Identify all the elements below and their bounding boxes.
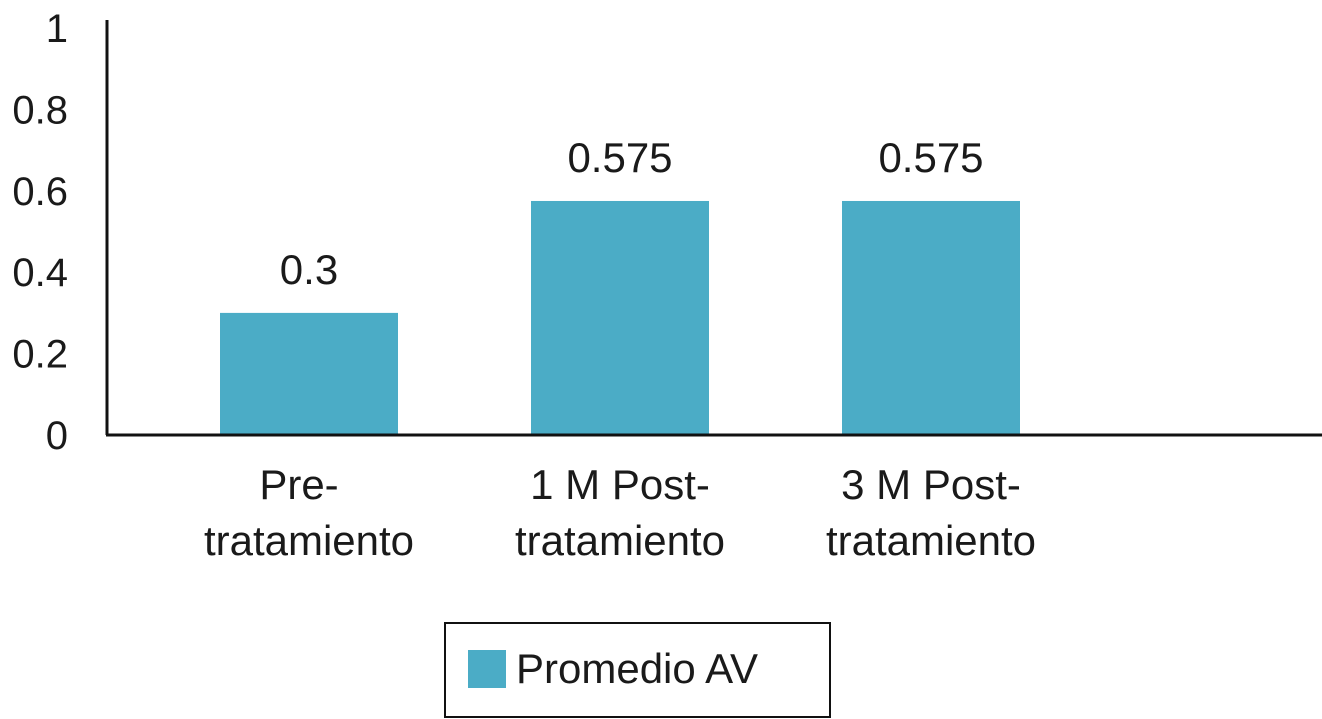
y-tick-label: 0.2 — [12, 333, 68, 377]
x-tick-label: tratamiento — [515, 517, 725, 564]
data-labels: 0.3 0.575 0.575 — [280, 134, 984, 293]
y-tick-label: 0.6 — [12, 170, 68, 214]
y-tick-label: 0.8 — [12, 88, 68, 132]
bar — [220, 312, 398, 435]
y-tick-label: 0 — [46, 414, 68, 458]
bar — [842, 200, 1020, 435]
y-tick-label: 0.4 — [12, 251, 68, 295]
x-axis-labels: Pre-tratamiento 1 M Post-tratamiento 3 M P… — [204, 461, 1036, 564]
legend-swatch — [468, 650, 506, 688]
bar-value-label: 0.575 — [567, 134, 672, 181]
bar-value-label: 0.3 — [280, 246, 338, 293]
x-tick-label: Pre- — [259, 461, 338, 508]
x-tick-label: tratamiento — [826, 517, 1036, 564]
legend: Promedio AV — [444, 622, 831, 718]
x-tick-label: tratamiento — [204, 517, 414, 564]
y-tick-label: 1 — [46, 7, 68, 51]
y-axis-ticks: 0 0.2 0.4 0.6 0.8 1 — [12, 7, 68, 458]
x-tick-label: 3 M Post- — [841, 461, 1021, 508]
bars — [220, 200, 1020, 435]
legend-box — [444, 622, 831, 718]
bar-value-label: 0.575 — [878, 134, 983, 181]
x-tick-label: 1 M Post- — [530, 461, 710, 508]
axes — [105, 20, 1322, 437]
legend-label: Promedio AV — [516, 645, 758, 692]
bar — [531, 200, 709, 435]
